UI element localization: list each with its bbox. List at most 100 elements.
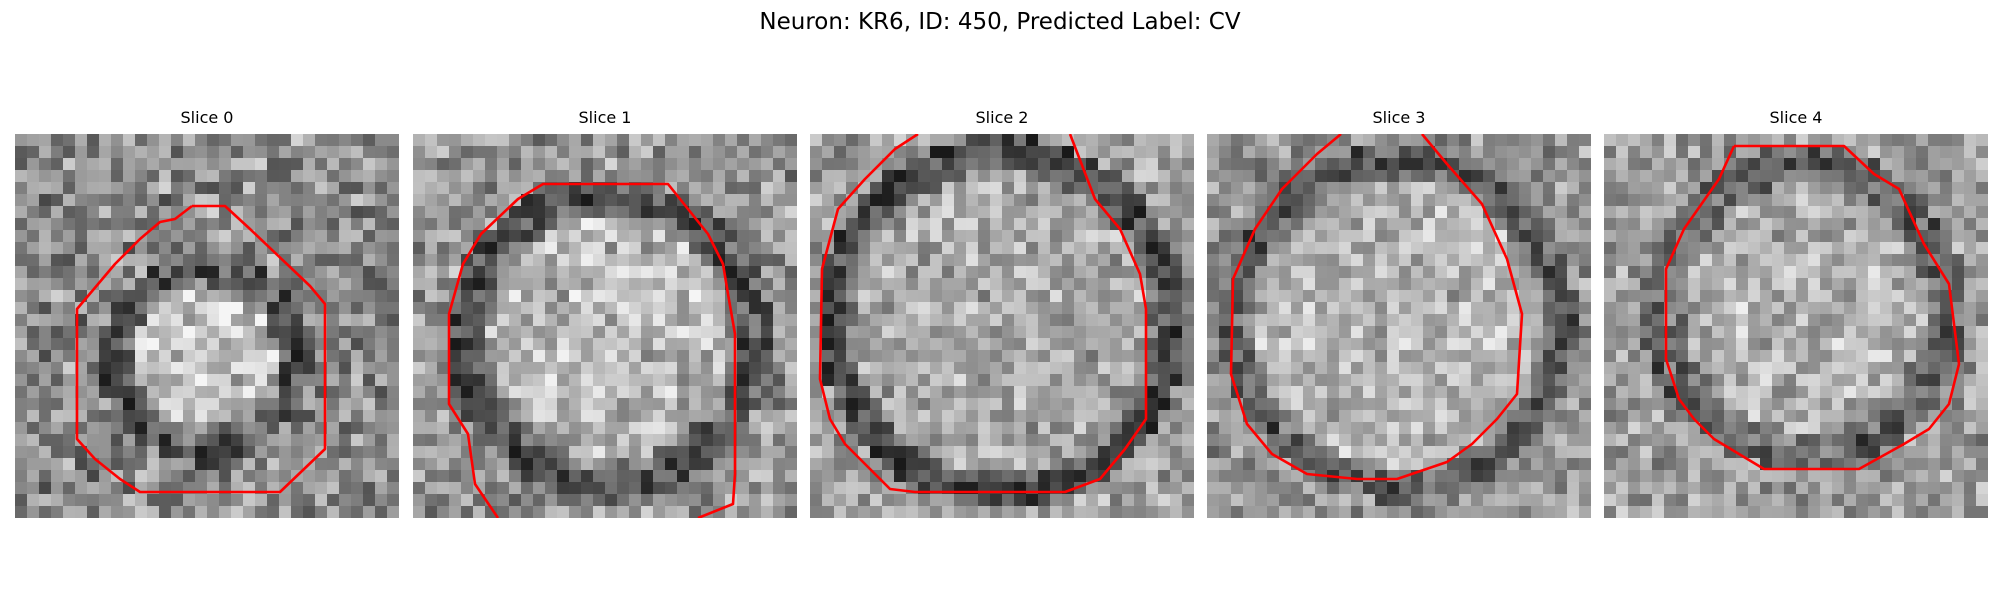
pixel <box>1339 158 1352 171</box>
pixel <box>1531 338 1544 351</box>
pixel <box>978 422 991 435</box>
pixel <box>689 266 702 279</box>
pixel <box>1808 194 1821 207</box>
pixel <box>327 158 340 171</box>
pixel <box>641 194 654 207</box>
pixel <box>978 446 991 459</box>
pixel <box>1736 386 1749 399</box>
pixel <box>1014 170 1027 183</box>
pixel <box>1664 194 1677 207</box>
pixel <box>713 290 726 303</box>
pixel <box>339 362 352 375</box>
pixel <box>1387 326 1400 339</box>
pixel <box>1026 314 1039 327</box>
pixel <box>1303 206 1316 219</box>
pixel <box>1712 314 1725 327</box>
pixel <box>1748 398 1761 411</box>
pixel <box>1700 374 1713 387</box>
pixel <box>437 302 450 315</box>
pixel <box>1748 278 1761 291</box>
pixel <box>906 314 919 327</box>
pixel <box>327 386 340 399</box>
pixel <box>677 254 690 267</box>
pixel <box>1086 314 1099 327</box>
pixel <box>1676 302 1689 315</box>
pixel <box>1928 218 1941 231</box>
pixel <box>894 314 907 327</box>
pixel <box>1050 182 1063 195</box>
pixel <box>1880 278 1893 291</box>
pixel <box>339 470 352 483</box>
pixel <box>159 182 172 195</box>
pixel <box>219 146 232 159</box>
pixel <box>1327 194 1340 207</box>
pixel <box>1243 206 1256 219</box>
pixel <box>677 434 690 447</box>
pixel <box>1628 374 1641 387</box>
pixel <box>437 362 450 375</box>
pixel <box>1375 398 1388 411</box>
pixel <box>1700 422 1713 435</box>
pixel <box>858 386 871 399</box>
pixel <box>593 494 606 507</box>
pixel <box>171 506 184 518</box>
pixel <box>1628 314 1641 327</box>
pixel <box>1940 374 1953 387</box>
pixel <box>641 266 654 279</box>
pixel <box>1435 182 1448 195</box>
pixel <box>689 446 702 459</box>
pixel <box>1243 218 1256 231</box>
pixel <box>1820 422 1833 435</box>
pixel <box>593 362 606 375</box>
pixel <box>171 230 184 243</box>
pixel <box>437 254 450 267</box>
pixel <box>425 278 438 291</box>
pixel <box>291 194 304 207</box>
pixel <box>1026 470 1039 483</box>
pixel <box>557 146 570 159</box>
pixel <box>291 158 304 171</box>
pixel <box>1880 434 1893 447</box>
pixel <box>1724 458 1737 471</box>
pixel <box>1399 242 1412 255</box>
pixel <box>1170 446 1183 459</box>
pixel <box>1495 182 1508 195</box>
pixel <box>1976 182 1988 195</box>
pixel <box>1844 206 1857 219</box>
pixel <box>1134 410 1147 423</box>
pixel <box>1880 398 1893 411</box>
pixel <box>785 374 797 387</box>
pixel <box>617 218 630 231</box>
pixel <box>1964 266 1977 279</box>
pixel <box>291 278 304 291</box>
pixel <box>1050 398 1063 411</box>
pixel <box>1146 434 1159 447</box>
pixel <box>1880 242 1893 255</box>
pixel <box>1315 410 1328 423</box>
pixel <box>1146 278 1159 291</box>
pixel <box>1772 230 1785 243</box>
pixel <box>954 386 967 399</box>
pixel <box>521 338 534 351</box>
pixel <box>1158 242 1171 255</box>
pixel <box>1820 314 1833 327</box>
pixel <box>1567 362 1580 375</box>
pixel <box>1182 326 1194 339</box>
pixel <box>990 146 1003 159</box>
pixel <box>1014 410 1027 423</box>
pixel <box>1267 434 1280 447</box>
pixel <box>1170 278 1183 291</box>
pixel <box>243 134 256 147</box>
pixel <box>351 386 364 399</box>
pixel <box>387 386 399 399</box>
pixel <box>1579 362 1591 375</box>
pixel <box>1543 362 1556 375</box>
pixel <box>1724 266 1737 279</box>
pixel <box>1471 374 1484 387</box>
pixel <box>219 170 232 183</box>
pixel <box>1098 470 1111 483</box>
pixel <box>834 158 847 171</box>
pixel <box>279 446 292 459</box>
pixel <box>473 170 486 183</box>
pixel <box>1507 410 1520 423</box>
